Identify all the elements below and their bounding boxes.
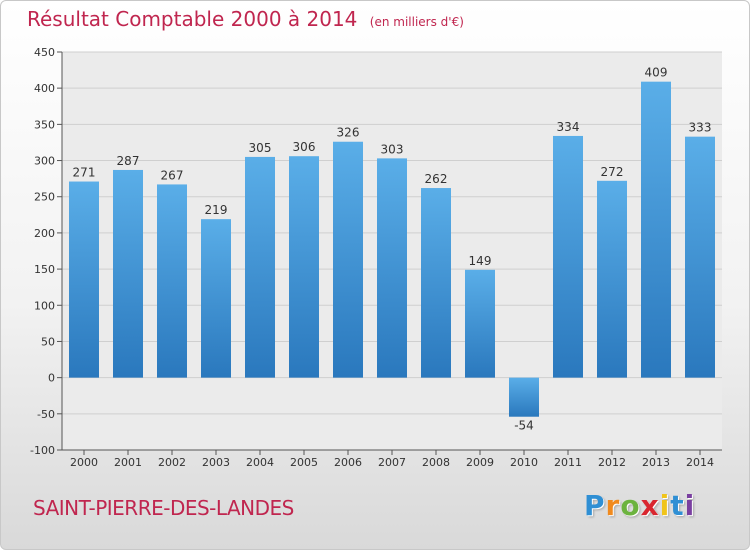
place-name: SAINT-PIERRE-DES-LANDES	[33, 496, 294, 520]
x-tick-label: 2000	[70, 456, 98, 469]
x-tick-label: 2008	[422, 456, 450, 469]
bar	[201, 219, 231, 378]
chart-subtitle: (en milliers d'€)	[369, 15, 464, 29]
bar	[289, 156, 319, 378]
x-tick-label: 2009	[466, 456, 494, 469]
x-tick-label: 2012	[598, 456, 626, 469]
x-tick-label: 2010	[510, 456, 538, 469]
bar	[421, 188, 451, 378]
data-label: 305	[249, 141, 272, 155]
x-tick-label: 2005	[290, 456, 318, 469]
bar	[69, 181, 99, 378]
x-tick-label: 2001	[114, 456, 142, 469]
data-label: 326	[337, 126, 360, 140]
data-label: 303	[381, 142, 404, 156]
bar	[377, 158, 407, 378]
data-label: 306	[293, 140, 316, 154]
y-tick-label: -50	[37, 408, 55, 421]
y-tick-label: 300	[34, 155, 55, 168]
data-label: 262	[425, 172, 448, 186]
bar	[157, 184, 187, 378]
y-tick-label: -100	[30, 444, 55, 457]
y-tick-label: 450	[34, 46, 55, 59]
y-tick-label: 50	[41, 335, 55, 348]
data-label: 267	[161, 168, 184, 182]
data-label: 409	[645, 66, 668, 80]
x-tick-label: 2004	[246, 456, 274, 469]
x-tick-label: 2007	[378, 456, 406, 469]
bar	[553, 135, 583, 378]
y-tick-label: 0	[48, 372, 55, 385]
bar	[509, 377, 539, 417]
data-label: 219	[205, 203, 228, 217]
bars	[69, 81, 715, 417]
data-label: 149	[469, 254, 492, 268]
data-label: -54	[514, 419, 534, 433]
bar	[465, 269, 495, 378]
y-tick-label: 250	[34, 191, 55, 204]
data-label: 272	[601, 165, 624, 179]
bar	[685, 136, 715, 378]
chart-title: Résultat Comptable 2000 à 2014 (en milli…	[27, 7, 464, 31]
y-tick-label: 100	[34, 299, 55, 312]
data-label: 333	[689, 121, 712, 135]
proxiti-logo: Proxiti	[584, 489, 696, 522]
x-tick-label: 2003	[202, 456, 230, 469]
x-tick-label: 2014	[686, 456, 714, 469]
bar	[113, 169, 143, 378]
axes: -100 -50 0 50 100 150 200 250 300 350 400 450 2000 20…	[30, 46, 722, 469]
x-tick-label: 2011	[554, 456, 582, 469]
x-tick-label: 2002	[158, 456, 186, 469]
data-labels: 271 287 267 219 305 306 326 303 262 149 -54 334 272 4…	[73, 66, 712, 433]
y-tick-label: 350	[34, 118, 55, 131]
data-label: 271	[73, 166, 96, 180]
y-tick-label: 400	[34, 82, 55, 95]
data-label: 287	[117, 154, 140, 168]
x-tick-label: 2006	[334, 456, 362, 469]
bar	[597, 180, 627, 378]
bar	[333, 141, 363, 378]
bar	[641, 81, 671, 378]
data-label: 334	[557, 120, 580, 134]
chart-title-text: Résultat Comptable 2000 à 2014	[27, 7, 358, 31]
y-tick-label: 150	[34, 263, 55, 276]
x-tick-label: 2013	[642, 456, 670, 469]
bar	[245, 156, 275, 378]
y-tick-label: 200	[34, 227, 55, 240]
